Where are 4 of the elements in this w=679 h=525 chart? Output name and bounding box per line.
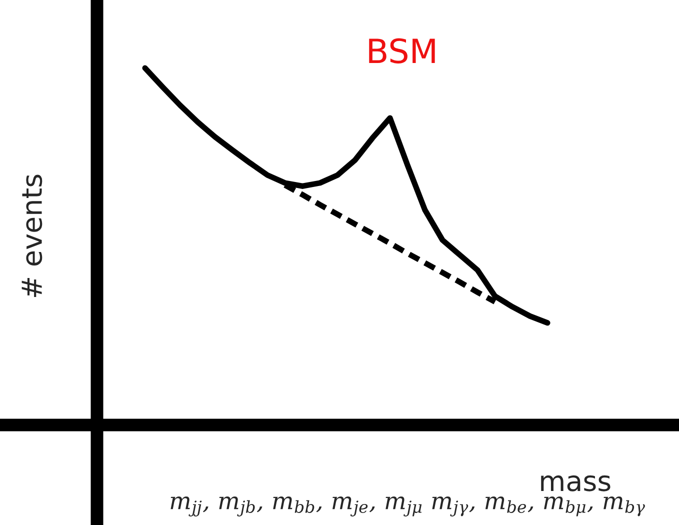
text: m$_{jj}$, m$_{jb}$, m$_{bb}$, m$_{je}$, m$_{jμ}$ m$_{jγ}$, m$_{be}$, m$_{bμ}$, m$_{bγ}$ — [170, 496, 645, 516]
x-axis-title: mass — [541, 475, 610, 492]
y-axis-title: # events — [22, 174, 42, 297]
text: BSM — [369, 38, 435, 64]
